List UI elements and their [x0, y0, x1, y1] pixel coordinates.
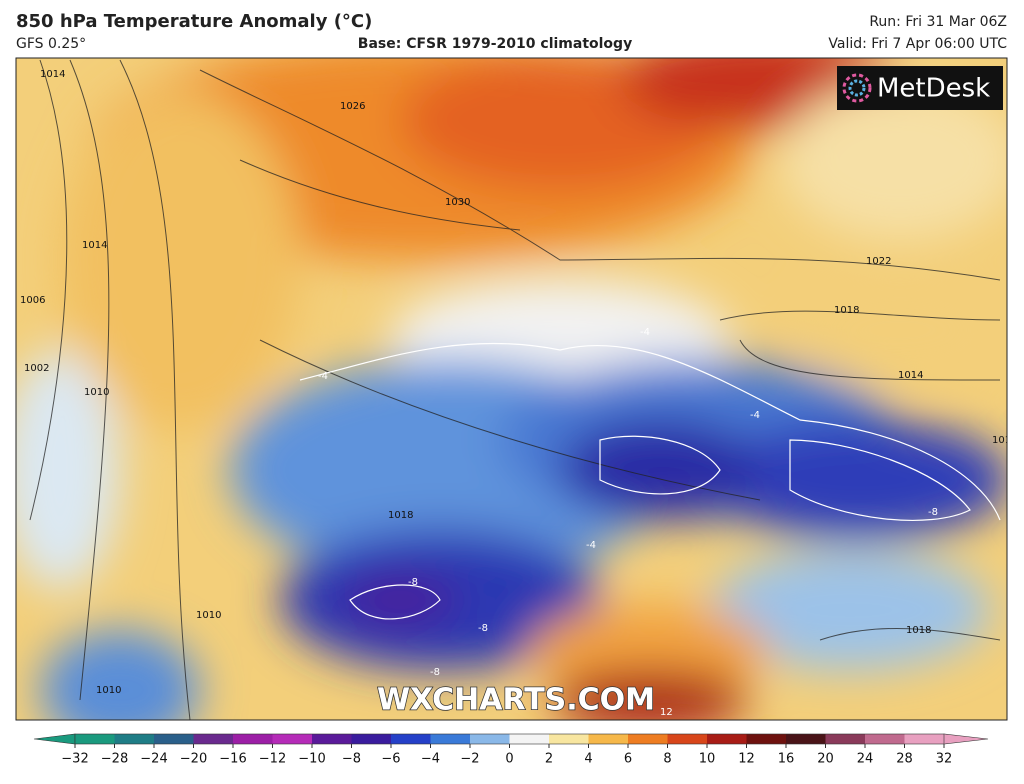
colorbar-extension	[943, 733, 989, 745]
map-label: -4	[318, 371, 328, 382]
colorbar-segment	[904, 734, 945, 744]
colorbar-tick-label: −20	[180, 752, 207, 767]
map-label: -8	[478, 623, 488, 634]
colorbar-tick-label: 0	[505, 752, 513, 767]
colorbar-segment	[312, 734, 352, 744]
logo-text: MetDesk	[877, 74, 990, 104]
colorbar-segment	[588, 734, 629, 744]
colorbar-segment	[391, 734, 431, 744]
colorbar-tick-label: 6	[624, 752, 632, 767]
map-label: 12	[660, 707, 673, 718]
map-label: -4	[750, 410, 760, 421]
colorbar-segment	[233, 734, 273, 744]
map-label: 1014	[82, 240, 107, 251]
colorbar-tick-label: −16	[219, 752, 246, 767]
map-frame	[15, 57, 1008, 721]
colorbar-tick-label: −28	[101, 752, 128, 767]
colorbar-tick-label: −2	[460, 752, 479, 767]
map-label: 1014	[898, 370, 923, 381]
run: Run: Fri 31 Mar 06Z	[869, 14, 1007, 30]
map-label: 1002	[24, 363, 49, 374]
map-label: 1018	[906, 625, 931, 636]
map-label: 1006	[20, 295, 45, 306]
map-label: 1010	[992, 435, 1017, 446]
map-label: 1010	[96, 685, 121, 696]
title: 850 hPa Temperature Anomaly (°C)	[16, 11, 372, 32]
colorbar-segment	[509, 734, 550, 744]
colorbar-segment	[667, 734, 708, 744]
colorbar-segment	[470, 734, 510, 744]
colorbar-tick-label: 2	[545, 752, 553, 767]
colorbar-tick-label: −10	[298, 752, 325, 767]
colorbar-tick-label: 24	[857, 752, 874, 767]
colorbar-segment	[351, 734, 392, 744]
colorbar-tick-label: −8	[342, 752, 361, 767]
map-label: -4	[586, 540, 596, 551]
colorbar-tick-label: 32	[936, 752, 953, 767]
colorbar-segment	[154, 734, 194, 744]
isobars	[29, 59, 1001, 720]
colorbar-segment	[707, 734, 747, 744]
map-label: -8	[928, 507, 938, 518]
colorbar-tick-label: 12	[738, 752, 755, 767]
colorbar-tick-label: 8	[663, 752, 671, 767]
colorbar-segment	[865, 734, 905, 744]
colorbar-tick-label: 20	[817, 752, 834, 767]
map-labels: 1014 1026 1030 1014 1006 1002 1010 1022 …	[20, 69, 1017, 718]
colorbar-segment	[75, 734, 115, 744]
colorbar-tick-label: −12	[259, 752, 286, 767]
colorbar-tick-label: −32	[61, 752, 88, 767]
map-label: 1018	[834, 305, 859, 316]
colorbar: −32 −28 −24 −20 −16 −12 −10 −8 −6 −4 −2 0 2 4 6 8 10 12 16…	[33, 733, 989, 767]
map-label: 1030	[445, 197, 470, 208]
colorbar-extension	[33, 733, 76, 745]
colorbar-tick-label: 28	[896, 752, 913, 767]
map-label: 1010	[84, 387, 109, 398]
model: GFS 0.25°	[16, 36, 86, 52]
valid: Valid: Fri 7 Apr 06:00 UTC	[828, 36, 1007, 52]
colorbar-tick-label: 4	[584, 752, 592, 767]
map-label: -8	[430, 667, 440, 678]
colorbar-segment	[746, 734, 787, 744]
map-label: 1010	[196, 610, 221, 621]
logo-icon	[842, 73, 872, 103]
colorbar-tick-label: −6	[381, 752, 400, 767]
map: 1014 1026 1030 1014 1006 1002 1010 1022 …	[16, 58, 1017, 720]
map-label: -8	[408, 577, 418, 588]
colorbar-segment	[628, 734, 668, 744]
colorbar-segment	[114, 734, 155, 744]
colorbar-segment	[193, 734, 234, 744]
colorbar-segment	[430, 734, 471, 744]
base: Base: CFSR 1979-2010 climatology	[358, 36, 632, 52]
colorbar-tick-label: 16	[778, 752, 795, 767]
colorbar-segment	[272, 734, 313, 744]
map-label: 1026	[340, 101, 365, 112]
map-label: 1014	[40, 69, 65, 80]
watermark: WXCHARTS.COM	[377, 683, 655, 718]
map-label: 1018	[388, 510, 413, 521]
anomaly-contours	[299, 342, 1001, 620]
colorbar-segment	[549, 734, 589, 744]
logo: MetDesk	[837, 66, 1003, 110]
colorbar-tick-label: 10	[699, 752, 716, 767]
colorbar-segment	[786, 734, 826, 744]
colorbar-tick-label: −4	[421, 752, 440, 767]
colorbar-segment	[825, 734, 866, 744]
map-label: -4	[640, 327, 650, 338]
map-label: 1022	[866, 256, 891, 267]
colorbar-tick-label: −24	[140, 752, 167, 767]
